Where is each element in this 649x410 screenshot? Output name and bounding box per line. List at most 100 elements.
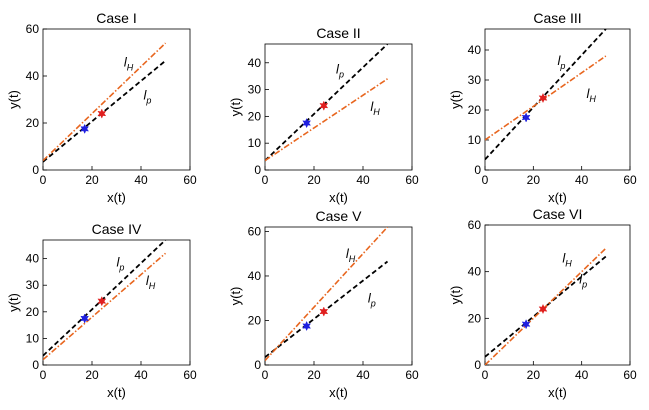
y-tick-label: 10 — [468, 133, 482, 147]
plot-frame — [264, 43, 413, 171]
marker-blue — [80, 313, 90, 324]
annotation-lp: lp — [336, 61, 344, 79]
chart-title: Case IV — [92, 221, 142, 237]
subplot-3: 0 20 40 60 0 10 20 30 40 Case III x(t) y(t) lp lH — [448, 10, 637, 205]
x-tick-label: 0 — [40, 368, 47, 382]
annotation-lH: lH — [587, 86, 597, 104]
x-tick-label: 0 — [482, 368, 489, 382]
subplot-2: 0 20 40 60 0 10 20 30 40 Case II x(t) y(t) lp lH — [228, 25, 419, 205]
y-tick-label: 40 — [468, 265, 482, 279]
subplot-4: 0 20 40 60 0 10 20 30 40 Case IV x(t) y(t) lp lH — [6, 221, 197, 400]
series-line-lH — [265, 78, 388, 162]
plot-frame — [484, 28, 631, 171]
y-tick-label: 30 — [248, 83, 262, 97]
x-tick-label: 0 — [262, 173, 269, 187]
y-tick-label: 60 — [26, 22, 40, 36]
y-tick-label: 0 — [474, 163, 481, 177]
x-tick-label: 20 — [85, 368, 99, 382]
marker-blue — [302, 320, 312, 332]
x-tick-label: 20 — [527, 368, 541, 382]
chart-title: Case VI — [533, 206, 583, 222]
y-tick-label: 20 — [248, 313, 262, 327]
x-tick-label: 60 — [623, 368, 637, 382]
y-tick-label: 0 — [254, 358, 261, 372]
y-axis-label: y(t) — [228, 287, 243, 306]
chart-title: Case I — [96, 10, 136, 26]
y-axis-label: y(t) — [6, 90, 21, 109]
y-tick-label: 20 — [248, 109, 262, 123]
series-line-lp — [265, 44, 389, 162]
annotation-lH: lH — [562, 250, 572, 268]
annotation-lp: lp — [117, 255, 125, 273]
marker-red — [319, 100, 329, 111]
y-tick-label: 40 — [248, 269, 262, 283]
chart-title: Case III — [533, 10, 581, 26]
series-line-lp — [43, 240, 167, 357]
annotation-lp: lp — [579, 271, 587, 289]
y-tick-label: 60 — [468, 218, 482, 232]
annotation-lp: lp — [368, 291, 376, 309]
y-axis-label: y(t) — [448, 90, 463, 109]
y-axis-label: y(t) — [6, 293, 21, 312]
x-tick-label: 0 — [40, 173, 47, 187]
series-line-lp — [485, 29, 607, 161]
series-line-lH — [43, 42, 167, 162]
series-line-lp — [485, 255, 607, 358]
x-tick-label: 0 — [482, 173, 489, 187]
x-axis-label: x(t) — [107, 190, 126, 205]
y-tick-label: 40 — [248, 56, 262, 70]
y-tick-label: 40 — [26, 252, 40, 266]
marker-red — [538, 303, 548, 315]
annotation-lH: lH — [124, 55, 134, 73]
annotation-lH: lH — [146, 273, 156, 291]
subplot-1: 0 20 40 60 0 20 40 60 Case I x(t) y(t) lH lp — [6, 10, 197, 205]
y-tick-label: 20 — [26, 305, 40, 319]
subplot-5: 0 20 40 60 0 20 40 60 Case V x(t) y(t) lH lp — [228, 208, 419, 400]
y-tick-label: 0 — [32, 358, 39, 372]
annotation-lH: lH — [346, 246, 356, 264]
x-tick-label: 60 — [405, 368, 419, 382]
x-axis-label: x(t) — [548, 190, 567, 205]
series-line-lH — [265, 227, 389, 362]
x-tick-label: 60 — [183, 368, 197, 382]
marker-red — [319, 306, 329, 317]
marker-red — [97, 108, 107, 119]
y-tick-label: 40 — [26, 69, 40, 83]
x-tick-label: 40 — [134, 173, 148, 187]
series-line-lp — [43, 60, 167, 163]
series-line-lH — [485, 247, 607, 365]
x-tick-label: 40 — [575, 173, 589, 187]
y-tick-label: 30 — [26, 278, 40, 292]
y-tick-label: 20 — [468, 311, 482, 325]
y-tick-label: 0 — [32, 163, 39, 177]
y-tick-label: 30 — [468, 73, 482, 87]
y-tick-label: 0 — [254, 163, 261, 177]
y-tick-label: 10 — [26, 331, 40, 345]
series-line-lH — [43, 252, 167, 361]
series-line-lp — [265, 260, 389, 358]
x-tick-label: 40 — [575, 368, 589, 382]
marker-blue — [80, 123, 90, 135]
y-axis-label: y(t) — [228, 98, 243, 117]
marker-red — [97, 296, 107, 307]
y-tick-label: 40 — [468, 43, 482, 57]
annotation-lp: lp — [143, 88, 151, 106]
y-tick-label: 20 — [26, 116, 40, 130]
x-tick-label: 40 — [356, 173, 370, 187]
chart-title: Case V — [316, 208, 363, 224]
annotation-lp: lp — [558, 53, 566, 71]
x-tick-label: 40 — [134, 368, 148, 382]
y-tick-label: 60 — [248, 224, 262, 238]
x-tick-label: 60 — [405, 173, 419, 187]
y-tick-label: 10 — [248, 136, 262, 150]
subplot-6: 0 20 40 60 0 20 40 60 Case VI x(t) y(t) lH lp — [448, 206, 637, 400]
marker-blue — [521, 319, 531, 330]
x-axis-label: x(t) — [548, 385, 567, 400]
chart-title: Case II — [316, 25, 360, 41]
y-tick-label: 20 — [468, 103, 482, 117]
x-axis-label: x(t) — [329, 385, 348, 400]
annotation-lH: lH — [370, 99, 380, 117]
x-tick-label: 0 — [262, 368, 269, 382]
marker-red — [538, 92, 548, 104]
